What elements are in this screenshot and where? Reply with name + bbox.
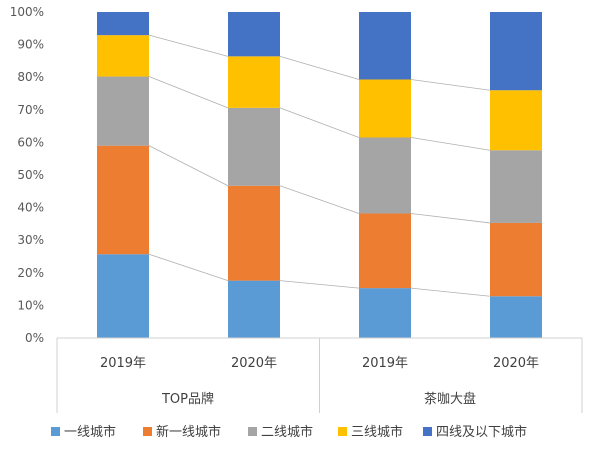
series-line xyxy=(410,287,491,297)
legend-label: 新一线城市 xyxy=(156,424,221,440)
bar-segment xyxy=(359,288,411,338)
y-tick-label: 90% xyxy=(17,38,44,52)
y-axis: 0% 10% 20% 30% 40% 50% 60% 70% 80% 90% 100% xyxy=(10,5,44,345)
legend-label: 四线及以下城市 xyxy=(436,424,527,440)
bar-segment xyxy=(359,12,411,80)
series-line xyxy=(279,185,360,214)
series-line xyxy=(148,253,229,282)
bar-segment xyxy=(97,254,149,338)
y-tick-label: 10% xyxy=(17,298,44,312)
series-line xyxy=(410,79,491,91)
bar-segment xyxy=(97,76,149,146)
bar-segment xyxy=(359,137,411,214)
series-line xyxy=(148,76,229,109)
y-tick-label: 40% xyxy=(17,201,44,215)
y-tick-label: 70% xyxy=(17,103,44,117)
x-tick-label: 2020年 xyxy=(493,356,539,371)
legend-swatch xyxy=(51,427,60,436)
bar-segment xyxy=(228,56,280,108)
bar-segment xyxy=(97,145,149,255)
series-line xyxy=(148,34,229,57)
legend-swatch xyxy=(143,427,152,436)
bar-segment xyxy=(490,222,542,297)
x-tick-label: 2019年 xyxy=(100,356,146,371)
x-tick-label: 2019年 xyxy=(362,356,408,371)
series-line xyxy=(410,137,491,151)
bar-segment xyxy=(490,12,542,91)
legend-item: 二线城市 xyxy=(248,424,313,440)
legend-label: 二线城市 xyxy=(261,424,313,440)
legend-item: 四线及以下城市 xyxy=(423,424,527,440)
series-connector-lines xyxy=(148,34,491,297)
legend-item: 一线城市 xyxy=(51,424,116,440)
y-tick-label: 80% xyxy=(17,70,44,84)
bar-segment xyxy=(490,150,542,223)
legend-item: 新一线城市 xyxy=(143,424,221,440)
bar-segment xyxy=(490,90,542,151)
bar-segment xyxy=(97,12,149,36)
legend-swatch xyxy=(423,427,432,436)
legend-swatch xyxy=(338,427,347,436)
bar-segment xyxy=(228,12,280,57)
bar-segment xyxy=(359,79,411,138)
x-tick-label: 2020年 xyxy=(231,356,277,371)
legend-item: 三线城市 xyxy=(338,424,403,440)
bar-segment xyxy=(97,35,149,77)
y-tick-label: 60% xyxy=(17,135,44,149)
series-line xyxy=(148,145,229,187)
y-tick-label: 20% xyxy=(17,266,44,280)
x-group-label: TOP品牌 xyxy=(161,391,214,407)
bar-segment xyxy=(228,280,280,338)
series-line xyxy=(279,55,360,80)
series-line xyxy=(279,107,360,138)
legend: 一线城市 新一线城市 二线城市 三线城市 四线及以下城市 xyxy=(51,424,527,440)
y-tick-label: 100% xyxy=(10,5,44,19)
bar-segment xyxy=(228,185,280,281)
y-tick-label: 50% xyxy=(17,168,44,182)
bar-segment xyxy=(228,107,280,186)
series-line xyxy=(279,280,360,289)
legend-swatch xyxy=(248,427,257,436)
bars xyxy=(97,12,542,338)
x-group-label: 茶咖大盘 xyxy=(424,391,476,407)
y-tick-label: 0% xyxy=(25,331,44,345)
x-axis: 2019年 2020年 2019年 2020年 TOP品牌 茶咖大盘 xyxy=(56,337,583,413)
y-tick-label: 30% xyxy=(17,233,44,247)
legend-label: 一线城市 xyxy=(64,424,116,440)
legend-label: 三线城市 xyxy=(351,424,403,440)
bar-segment xyxy=(490,296,542,338)
series-line xyxy=(410,213,491,224)
bar-segment xyxy=(359,213,411,289)
